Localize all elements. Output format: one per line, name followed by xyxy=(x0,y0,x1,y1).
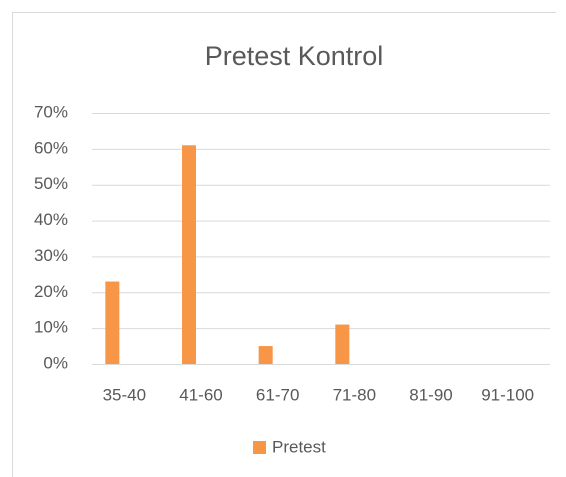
legend-swatch xyxy=(253,441,266,454)
x-tick-label: 35-40 xyxy=(103,385,146,404)
chart-border xyxy=(12,12,556,477)
x-tick-label: 61-70 xyxy=(256,385,299,404)
x-tick-label: 81-90 xyxy=(409,385,452,404)
y-tick-label: 0% xyxy=(43,353,68,372)
x-tick-label: 71-80 xyxy=(333,385,376,404)
y-tick-label: 70% xyxy=(34,102,68,121)
x-tick-label: 41-60 xyxy=(179,385,222,404)
y-tick-label: 10% xyxy=(34,318,68,337)
y-tick-label: 20% xyxy=(34,282,68,301)
chart-title: Pretest Kontrol xyxy=(205,41,384,71)
x-tick-label: 91-100 xyxy=(481,385,534,404)
bar xyxy=(182,145,196,364)
y-tick-label: 50% xyxy=(34,174,68,193)
y-tick-label: 30% xyxy=(34,246,68,265)
legend-label: Pretest xyxy=(272,437,326,456)
bar xyxy=(335,324,350,364)
y-tick-label: 60% xyxy=(34,138,68,157)
bar xyxy=(258,346,273,364)
y-tick-label: 40% xyxy=(34,210,68,229)
bar xyxy=(105,281,120,364)
